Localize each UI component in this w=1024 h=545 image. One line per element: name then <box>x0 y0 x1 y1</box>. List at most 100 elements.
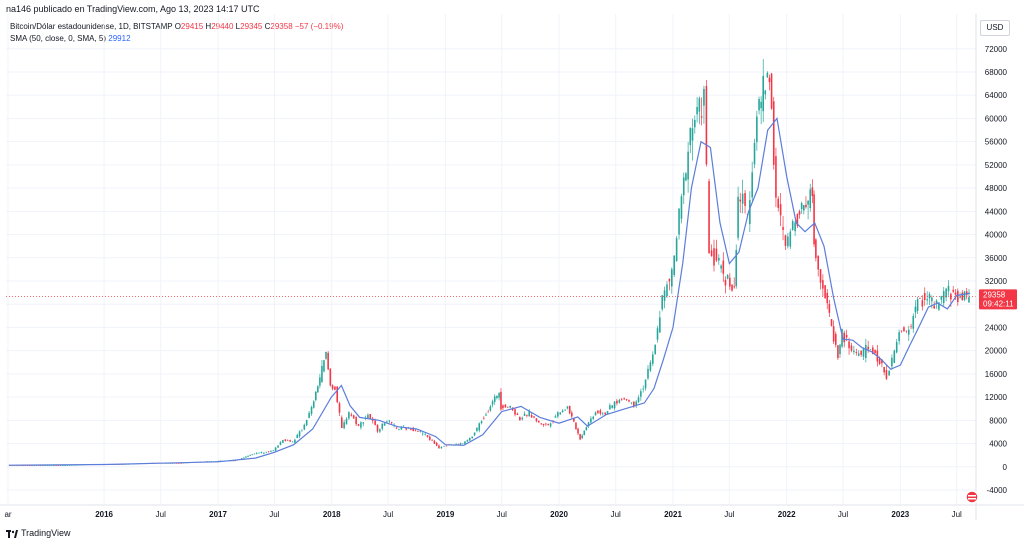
candle-body <box>70 465 73 466</box>
candle-body <box>571 412 573 417</box>
candle-body <box>652 354 654 364</box>
candle-body <box>888 371 890 376</box>
candle-body <box>289 440 291 442</box>
candle-body <box>545 423 547 425</box>
candle-body <box>267 451 270 452</box>
x-tick-label: Jul <box>838 510 848 519</box>
candle-body <box>828 303 831 313</box>
candle-body <box>566 406 569 409</box>
candle-body <box>483 418 485 419</box>
candle-body <box>502 405 504 409</box>
candle-body <box>489 406 492 411</box>
candle-body <box>410 428 412 430</box>
candle-body <box>557 412 559 417</box>
candle-body <box>623 398 625 400</box>
candle-body <box>464 441 466 445</box>
candle-body <box>251 454 254 456</box>
candle-body <box>839 344 841 355</box>
events-flag-icon[interactable] <box>965 490 979 504</box>
currency-button[interactable]: USD <box>980 20 1010 36</box>
candle-body <box>491 401 494 405</box>
candle-body <box>869 349 872 350</box>
candle-body <box>841 329 843 347</box>
candle-body <box>466 439 469 442</box>
candle-body <box>705 86 708 165</box>
candle-body <box>500 391 502 410</box>
last-price-value: 29358 <box>983 290 1006 299</box>
candle-body <box>461 443 464 445</box>
candle-body <box>694 120 696 128</box>
candle-body <box>440 446 443 449</box>
candle-body <box>575 422 577 430</box>
candle-body <box>39 465 42 466</box>
candle-body <box>749 200 751 225</box>
candle-body <box>647 368 649 379</box>
candle-body <box>741 193 744 204</box>
candle-body <box>334 386 336 390</box>
candle-body <box>775 156 777 198</box>
candle-body <box>519 416 521 421</box>
candle-body <box>498 392 500 398</box>
candle-body <box>961 292 964 300</box>
candle-body <box>360 422 362 428</box>
candle-body <box>581 435 583 439</box>
candle-body <box>286 440 289 441</box>
candle-body <box>947 285 950 292</box>
candle-body <box>668 279 671 282</box>
candle-body <box>367 414 369 419</box>
candle-body <box>633 401 635 407</box>
candle-body <box>417 430 419 432</box>
candle-body <box>523 413 526 416</box>
close-key: C <box>264 22 271 31</box>
candle-body <box>758 99 760 111</box>
x-tick-label: Jul <box>383 510 393 519</box>
candle-body <box>845 334 848 338</box>
time-axis[interactable]: ar 2016 Jul 2017 Jul 2018 Jul 2019 Jul 2020 Jul 202… <box>0 504 1024 519</box>
candle-body <box>247 455 249 457</box>
y-tick-label: 24000 <box>985 323 1008 332</box>
candle-body <box>843 332 846 343</box>
footer-brand[interactable]: TradingView <box>6 528 71 538</box>
candle-body <box>445 445 448 447</box>
candle-body <box>649 362 652 371</box>
candle-body <box>959 296 961 298</box>
candle-body <box>253 453 256 455</box>
candle-body <box>613 401 616 409</box>
candle-body <box>630 402 633 404</box>
candle-body <box>294 439 296 443</box>
candle-body <box>609 405 611 410</box>
candle-body <box>506 406 509 408</box>
candle-body <box>260 452 263 453</box>
candle-body <box>400 427 403 430</box>
candle-body <box>926 299 928 301</box>
candles-series <box>9 59 970 467</box>
candle-body <box>485 414 487 416</box>
candle-body <box>487 411 489 413</box>
candle-body <box>381 423 384 429</box>
y-tick-label: -4000 <box>987 486 1008 495</box>
candle-body <box>585 427 588 431</box>
candle-body <box>813 194 815 245</box>
candle-body <box>945 288 947 298</box>
candle-body <box>35 465 38 466</box>
candle-body <box>782 226 784 230</box>
candle-body <box>891 357 893 367</box>
candle-body <box>46 465 49 466</box>
candle-body <box>857 353 860 356</box>
candle-body <box>559 412 562 415</box>
price-axis[interactable]: 72000 68000 64000 60000 56000 52000 48000 44000… <box>975 14 1008 520</box>
candle-body <box>438 445 440 449</box>
candle-body <box>855 352 858 353</box>
candle-body <box>700 116 703 118</box>
candle-body <box>592 416 595 419</box>
candle-body <box>616 400 618 404</box>
candle-body <box>468 437 471 441</box>
candle-body <box>865 344 867 358</box>
y-tick-label: 12000 <box>985 393 1008 402</box>
candle-body <box>243 457 245 459</box>
candle-body <box>561 410 564 412</box>
candle-body <box>459 443 462 445</box>
candle-body <box>777 198 780 208</box>
candle-body <box>386 421 388 423</box>
